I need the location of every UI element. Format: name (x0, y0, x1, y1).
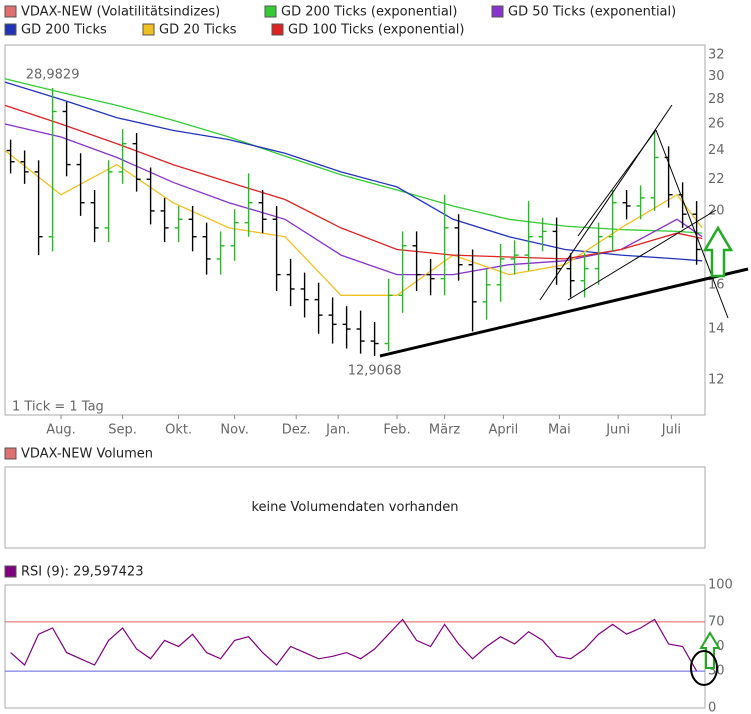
y-tick-label: 14 (708, 322, 725, 337)
x-tick-label: Mai (548, 423, 571, 438)
message: keine Volumendaten vorhanden (251, 500, 458, 515)
x-tick-label: Jan. (325, 423, 350, 438)
channel-line (577, 129, 657, 237)
rsi-panel (4, 584, 706, 709)
y-tick-label: 0 (708, 701, 716, 714)
x-tick-label: Juli (661, 423, 681, 438)
arrow (702, 225, 734, 278)
legend-swatch (4, 447, 17, 460)
x-tick-label: Feb. (383, 423, 410, 438)
y-tick-label: 32 (708, 48, 725, 63)
y-tick-label: 16 (708, 277, 725, 292)
legend-label: GD 20 Ticks (159, 23, 237, 38)
legend-swatch (271, 23, 284, 36)
legend-label: GD 200 Ticks (21, 23, 107, 38)
x-tick-label: Juni (605, 423, 630, 438)
channel-line (655, 129, 729, 319)
legend-label: VDAX-NEW (Volatilitätsindizes) (21, 5, 220, 20)
moving-average (4, 81, 703, 262)
legend-swatch (491, 5, 504, 18)
legend-swatch (264, 5, 277, 18)
moving-average (4, 149, 703, 296)
moving-average (4, 104, 703, 260)
legend-label: GD 200 Ticks (exponential) (281, 5, 457, 20)
y-tick-label: 30 (708, 69, 725, 84)
x-tick-label: Dez. (282, 423, 311, 438)
y-tick-label: 70 (708, 614, 725, 629)
y-tick-label: 28 (708, 92, 725, 107)
annotation: 12,9068 (348, 363, 402, 378)
arrow (699, 631, 721, 669)
x-tick-label: Sep. (108, 423, 137, 438)
trend-line (379, 267, 749, 358)
x-tick-label: März (429, 423, 461, 438)
footnote: 1 Tick = 1 Tag (12, 400, 104, 415)
y-tick-label: 12 (708, 373, 725, 388)
x-tick-label: Aug. (46, 423, 76, 438)
moving-average (4, 78, 703, 234)
y-tick-label: 20 (708, 203, 725, 218)
y-tick-label: 26 (708, 116, 725, 131)
annotation: 28,9829 (26, 67, 80, 82)
legend-label: GD 50 Ticks (exponential) (508, 5, 676, 20)
legend-label: VDAX-NEW Volumen (21, 447, 153, 462)
y-tick-label: 24 (708, 143, 725, 158)
circle (690, 650, 718, 686)
legend-label: RSI (9): 29,597423 (21, 565, 143, 580)
x-tick-label: Nov. (220, 423, 249, 438)
rsi-line (10, 618, 698, 672)
drawings (379, 104, 749, 686)
volume-panel (4, 466, 706, 549)
legend-swatch (4, 565, 17, 578)
legend-swatch (142, 23, 155, 36)
x-tick-label: Okt. (165, 423, 192, 438)
x-tick-label: April (489, 423, 519, 438)
legend-swatch (4, 23, 17, 36)
legend-swatch (4, 5, 17, 18)
y-tick-label: 100 (708, 578, 733, 593)
y-tick-label: 22 (708, 172, 725, 187)
channel-line (567, 209, 717, 301)
main-panel (4, 44, 706, 416)
legend-label: GD 100 Ticks (exponential) (288, 23, 464, 38)
marks: VDAX-NEW (Volatilitätsindizes) GD 200 Tic… (4, 5, 733, 714)
